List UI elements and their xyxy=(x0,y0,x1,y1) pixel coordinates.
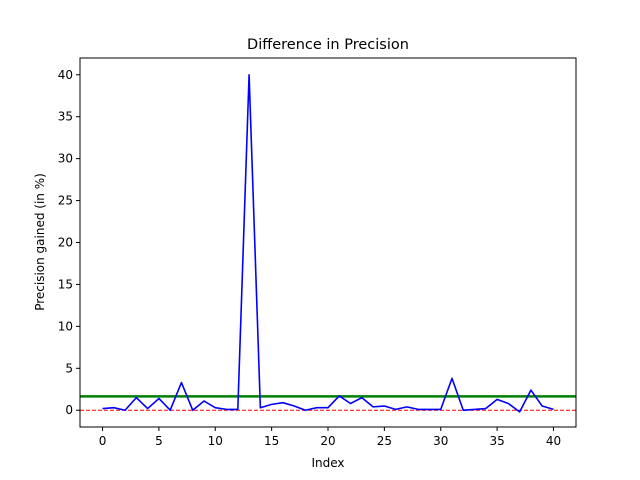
x-tick-label: 35 xyxy=(489,434,504,448)
x-axis: 0 5 10 15 20 25 30 35 40 xyxy=(99,427,561,448)
x-tick-label: 30 xyxy=(433,434,448,448)
x-tick-label: 40 xyxy=(546,434,561,448)
y-tick-label: 15 xyxy=(58,277,73,291)
y-axis-label: Precision gained (in %) xyxy=(33,173,47,311)
y-tick-label: 30 xyxy=(58,152,73,166)
y-tick-label: 0 xyxy=(65,403,73,417)
y-axis: 0 5 10 15 20 25 30 35 40 xyxy=(58,68,80,417)
x-axis-label: Index xyxy=(311,456,344,470)
y-tick-label: 5 xyxy=(65,361,73,375)
y-tick-label: 20 xyxy=(58,236,73,250)
x-tick-label: 10 xyxy=(208,434,223,448)
y-tick-label: 10 xyxy=(58,319,73,333)
y-tick-label: 40 xyxy=(58,68,73,82)
chart-title: Difference in Precision xyxy=(247,37,409,53)
x-tick-label: 20 xyxy=(320,434,335,448)
y-tick-label: 35 xyxy=(58,110,73,124)
x-tick-label: 5 xyxy=(155,434,163,448)
x-tick-label: 15 xyxy=(264,434,279,448)
x-tick-label: 25 xyxy=(377,434,392,448)
plot-area xyxy=(80,73,576,413)
y-tick-label: 25 xyxy=(58,194,73,208)
plot-frame xyxy=(79,57,577,428)
series-line-0 xyxy=(102,73,554,413)
x-tick-label: 0 xyxy=(99,434,107,448)
